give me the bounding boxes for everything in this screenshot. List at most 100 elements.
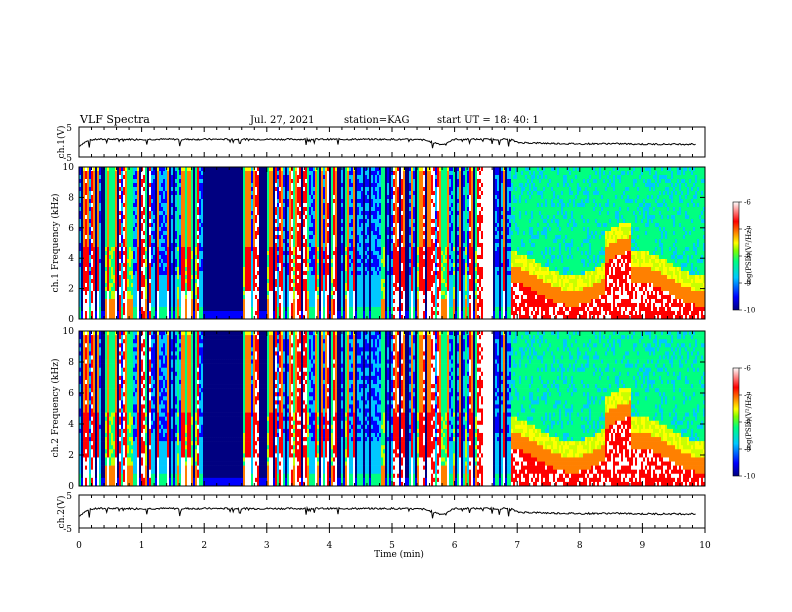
spectrogram-cell bbox=[287, 267, 289, 271]
spectrogram-cell bbox=[165, 175, 167, 179]
spectrogram-cell bbox=[207, 203, 209, 207]
spectrogram-cell bbox=[209, 259, 211, 263]
spectrogram-cell bbox=[203, 223, 205, 227]
spectrogram-cell bbox=[299, 227, 301, 231]
spectrogram-cell bbox=[307, 223, 309, 227]
spectrogram-cell bbox=[209, 223, 211, 227]
spectrogram-cell bbox=[275, 235, 277, 239]
spectrogram-cell bbox=[133, 199, 135, 203]
spectrogram-cell bbox=[133, 279, 135, 283]
spectrogram-cell bbox=[221, 263, 223, 267]
spectrogram-cell bbox=[299, 203, 301, 207]
spectrogram-cell bbox=[201, 183, 203, 187]
spectrogram-cell bbox=[119, 231, 121, 235]
spectrogram-cell bbox=[183, 179, 185, 183]
spectrogram-cell bbox=[177, 175, 179, 179]
spectrogram-cell bbox=[81, 259, 83, 263]
spectrogram-cell bbox=[83, 211, 85, 215]
spectrogram-cell bbox=[253, 295, 255, 299]
spectrogram-cell bbox=[237, 307, 239, 311]
spectrogram-cell bbox=[291, 303, 293, 307]
spectrogram-cell bbox=[85, 219, 87, 223]
spectrogram-cell bbox=[287, 279, 289, 283]
spectrogram-cell bbox=[225, 299, 227, 303]
spectrogram-cell bbox=[195, 203, 197, 207]
spectrogram-cell bbox=[81, 223, 83, 227]
spectrogram-cell bbox=[167, 171, 169, 175]
spectrogram-cell bbox=[263, 223, 265, 227]
spectrogram-cell bbox=[317, 215, 319, 219]
spectrogram-cell bbox=[239, 267, 241, 271]
spectrogram-cell bbox=[309, 219, 311, 223]
spectrogram-cell bbox=[179, 239, 181, 243]
spectrogram-cell bbox=[131, 287, 133, 291]
spectrogram-cell bbox=[147, 171, 149, 175]
spectrogram-cell bbox=[95, 215, 97, 219]
spectrogram-cell bbox=[207, 191, 209, 195]
spectrogram-cell bbox=[159, 195, 161, 199]
spectrogram-cell bbox=[267, 235, 269, 239]
spectrogram-cell bbox=[199, 299, 201, 303]
spectrogram-cell bbox=[229, 179, 231, 183]
spectrogram-cell bbox=[95, 223, 97, 227]
spectrogram-cell bbox=[177, 243, 179, 247]
spectrogram-cell bbox=[257, 275, 259, 279]
spectrogram-cell bbox=[129, 219, 131, 223]
spectrogram-cell bbox=[235, 247, 237, 251]
spectrogram-cell bbox=[293, 231, 295, 235]
spectrogram-cell bbox=[235, 283, 237, 287]
spectrogram-cell bbox=[247, 167, 249, 171]
spectrogram-cell bbox=[179, 223, 181, 227]
spectrogram-cell bbox=[177, 179, 179, 183]
spectrogram-cell bbox=[217, 227, 219, 231]
spectrogram-cell bbox=[93, 251, 95, 255]
spectrogram-cell bbox=[329, 263, 331, 267]
spectrogram-cell bbox=[117, 231, 119, 235]
spectrogram-cell bbox=[143, 211, 145, 215]
spectrogram-cell bbox=[321, 307, 323, 311]
spectrogram-cell bbox=[299, 255, 301, 259]
spectrogram-cell bbox=[151, 183, 153, 187]
spectrogram-cell bbox=[307, 215, 309, 219]
spectrogram-cell bbox=[213, 287, 215, 291]
spectrogram-cell bbox=[317, 235, 319, 239]
spectrogram-cell bbox=[109, 251, 111, 255]
spectrogram-cell bbox=[313, 183, 315, 187]
spectrogram-cell bbox=[163, 167, 165, 171]
spectrogram-cell bbox=[293, 243, 295, 247]
spectrogram-cell bbox=[283, 299, 285, 303]
spectrogram-cell bbox=[173, 231, 175, 235]
spectrogram-cell bbox=[85, 299, 87, 303]
spectrogram-cell bbox=[179, 191, 181, 195]
spectrogram-cell bbox=[93, 263, 95, 267]
spectrogram-cell bbox=[217, 271, 219, 275]
spectrogram-cell bbox=[185, 299, 187, 303]
spectrogram-cell bbox=[115, 219, 117, 223]
spectrogram-cell bbox=[217, 223, 219, 227]
spectrogram-cell bbox=[327, 211, 329, 215]
spectrogram-cell bbox=[91, 183, 93, 187]
spectrogram-cell bbox=[253, 175, 255, 179]
spectrogram-cell bbox=[115, 211, 117, 215]
spectrogram-cell bbox=[213, 203, 215, 207]
spectrogram-cell bbox=[211, 303, 213, 307]
spectrogram-cell bbox=[203, 275, 205, 279]
spectrogram-cell bbox=[151, 267, 153, 271]
spectrogram-cell bbox=[245, 219, 247, 223]
spectrogram-cell bbox=[109, 283, 111, 287]
spectrogram-cell bbox=[217, 211, 219, 215]
spectrogram-cell bbox=[247, 279, 249, 283]
spectrogram-cell bbox=[203, 227, 205, 231]
spectrogram-cell bbox=[141, 195, 143, 199]
spectrogram-cell bbox=[127, 259, 129, 263]
spectrogram-cell bbox=[309, 223, 311, 227]
spectrogram-cell bbox=[233, 231, 235, 235]
spectrogram-cell bbox=[145, 223, 147, 227]
spectrogram-cell bbox=[201, 235, 203, 239]
spectrogram-cell bbox=[315, 295, 317, 299]
spectrogram-cell bbox=[301, 171, 303, 175]
spectrogram-cell bbox=[251, 243, 253, 247]
spectrogram-cell bbox=[95, 259, 97, 263]
spectrogram-cell bbox=[235, 271, 237, 275]
spectrogram-cell bbox=[189, 191, 191, 195]
